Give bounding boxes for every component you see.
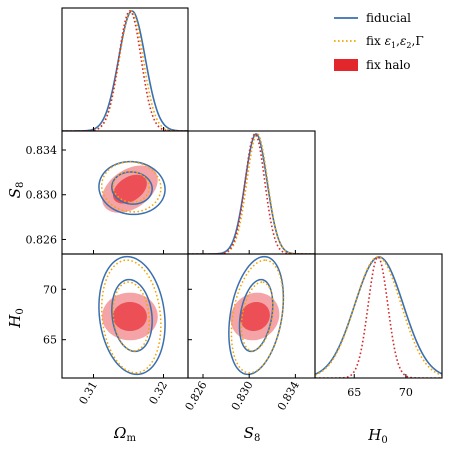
marginal-curve-om-fix-1-2-	[62, 10, 188, 131]
contour-68-fix-1-2-	[240, 281, 274, 352]
x-tick-label-om: 0.31	[77, 379, 101, 407]
contour-68-fix-1-2-	[112, 281, 151, 352]
marginal-curve-h0-fiducial	[315, 256, 442, 376]
marginal-om	[62, 10, 188, 131]
contour-95-fix-1-2-	[100, 161, 162, 213]
contour-om-h0	[98, 255, 166, 376]
legend-swatch-fix-halo	[334, 59, 358, 71]
legend: fiducial fix ε1,ε2,Γ fix halo	[334, 11, 424, 72]
contour-68-fiducial	[111, 278, 153, 353]
contour-95-fix-1-2-	[230, 259, 284, 374]
contour-om-s8	[98, 160, 166, 216]
legend-label-0: fiducial	[366, 11, 411, 25]
legend-label-2: fix halo	[366, 58, 411, 72]
marginal-curve-h0-fix-halo	[315, 256, 442, 378]
y-tick-label-h0: 70	[43, 283, 57, 296]
legend-label-1: fix ε1,ε2,Γ	[366, 34, 424, 50]
y-tick-label-s8: 0.830	[26, 189, 58, 202]
y-axis-label-h0: H0	[6, 308, 26, 328]
y-tick-label-h0: 65	[43, 334, 57, 347]
y-axis-label-s8: S8	[6, 182, 26, 199]
x-axis-label-om: Ωm	[113, 424, 136, 444]
x-tick-label-s8: 0.834	[275, 379, 302, 413]
fill-halo-68-region	[112, 301, 147, 332]
fill-halo-68-region	[240, 301, 270, 332]
x-tick-label-h0: 65	[347, 386, 361, 399]
x-axis-label-h0: H0	[367, 426, 387, 446]
contour-95-fiducial	[98, 255, 166, 376]
x-axis-label-s8: S8	[244, 424, 261, 444]
contour-95-fiducial	[98, 160, 166, 216]
contour-68-fiducial	[238, 278, 274, 353]
contour-68-fiducial	[111, 171, 153, 205]
marginal-s8	[188, 133, 315, 254]
marginal-curve-s8-fix-1-2-	[188, 133, 315, 254]
fill-halo-68-region	[112, 174, 147, 204]
contour-68-fix-1-2-	[112, 170, 151, 203]
panel-frame-1-1	[187, 130, 316, 255]
y-tick-label-s8: 0.834	[26, 144, 58, 157]
y-tick-label-s8: 0.826	[26, 233, 58, 246]
panel-frame-2-2	[314, 253, 443, 379]
marginal-h0	[315, 256, 442, 378]
contour-s8-h0	[228, 255, 285, 376]
x-tick-label-s8: 0.826	[183, 379, 210, 413]
x-tick-label-s8: 0.830	[229, 379, 256, 413]
x-tick-label-h0: 70	[399, 386, 413, 399]
x-tick-label-om: 0.32	[147, 379, 171, 407]
